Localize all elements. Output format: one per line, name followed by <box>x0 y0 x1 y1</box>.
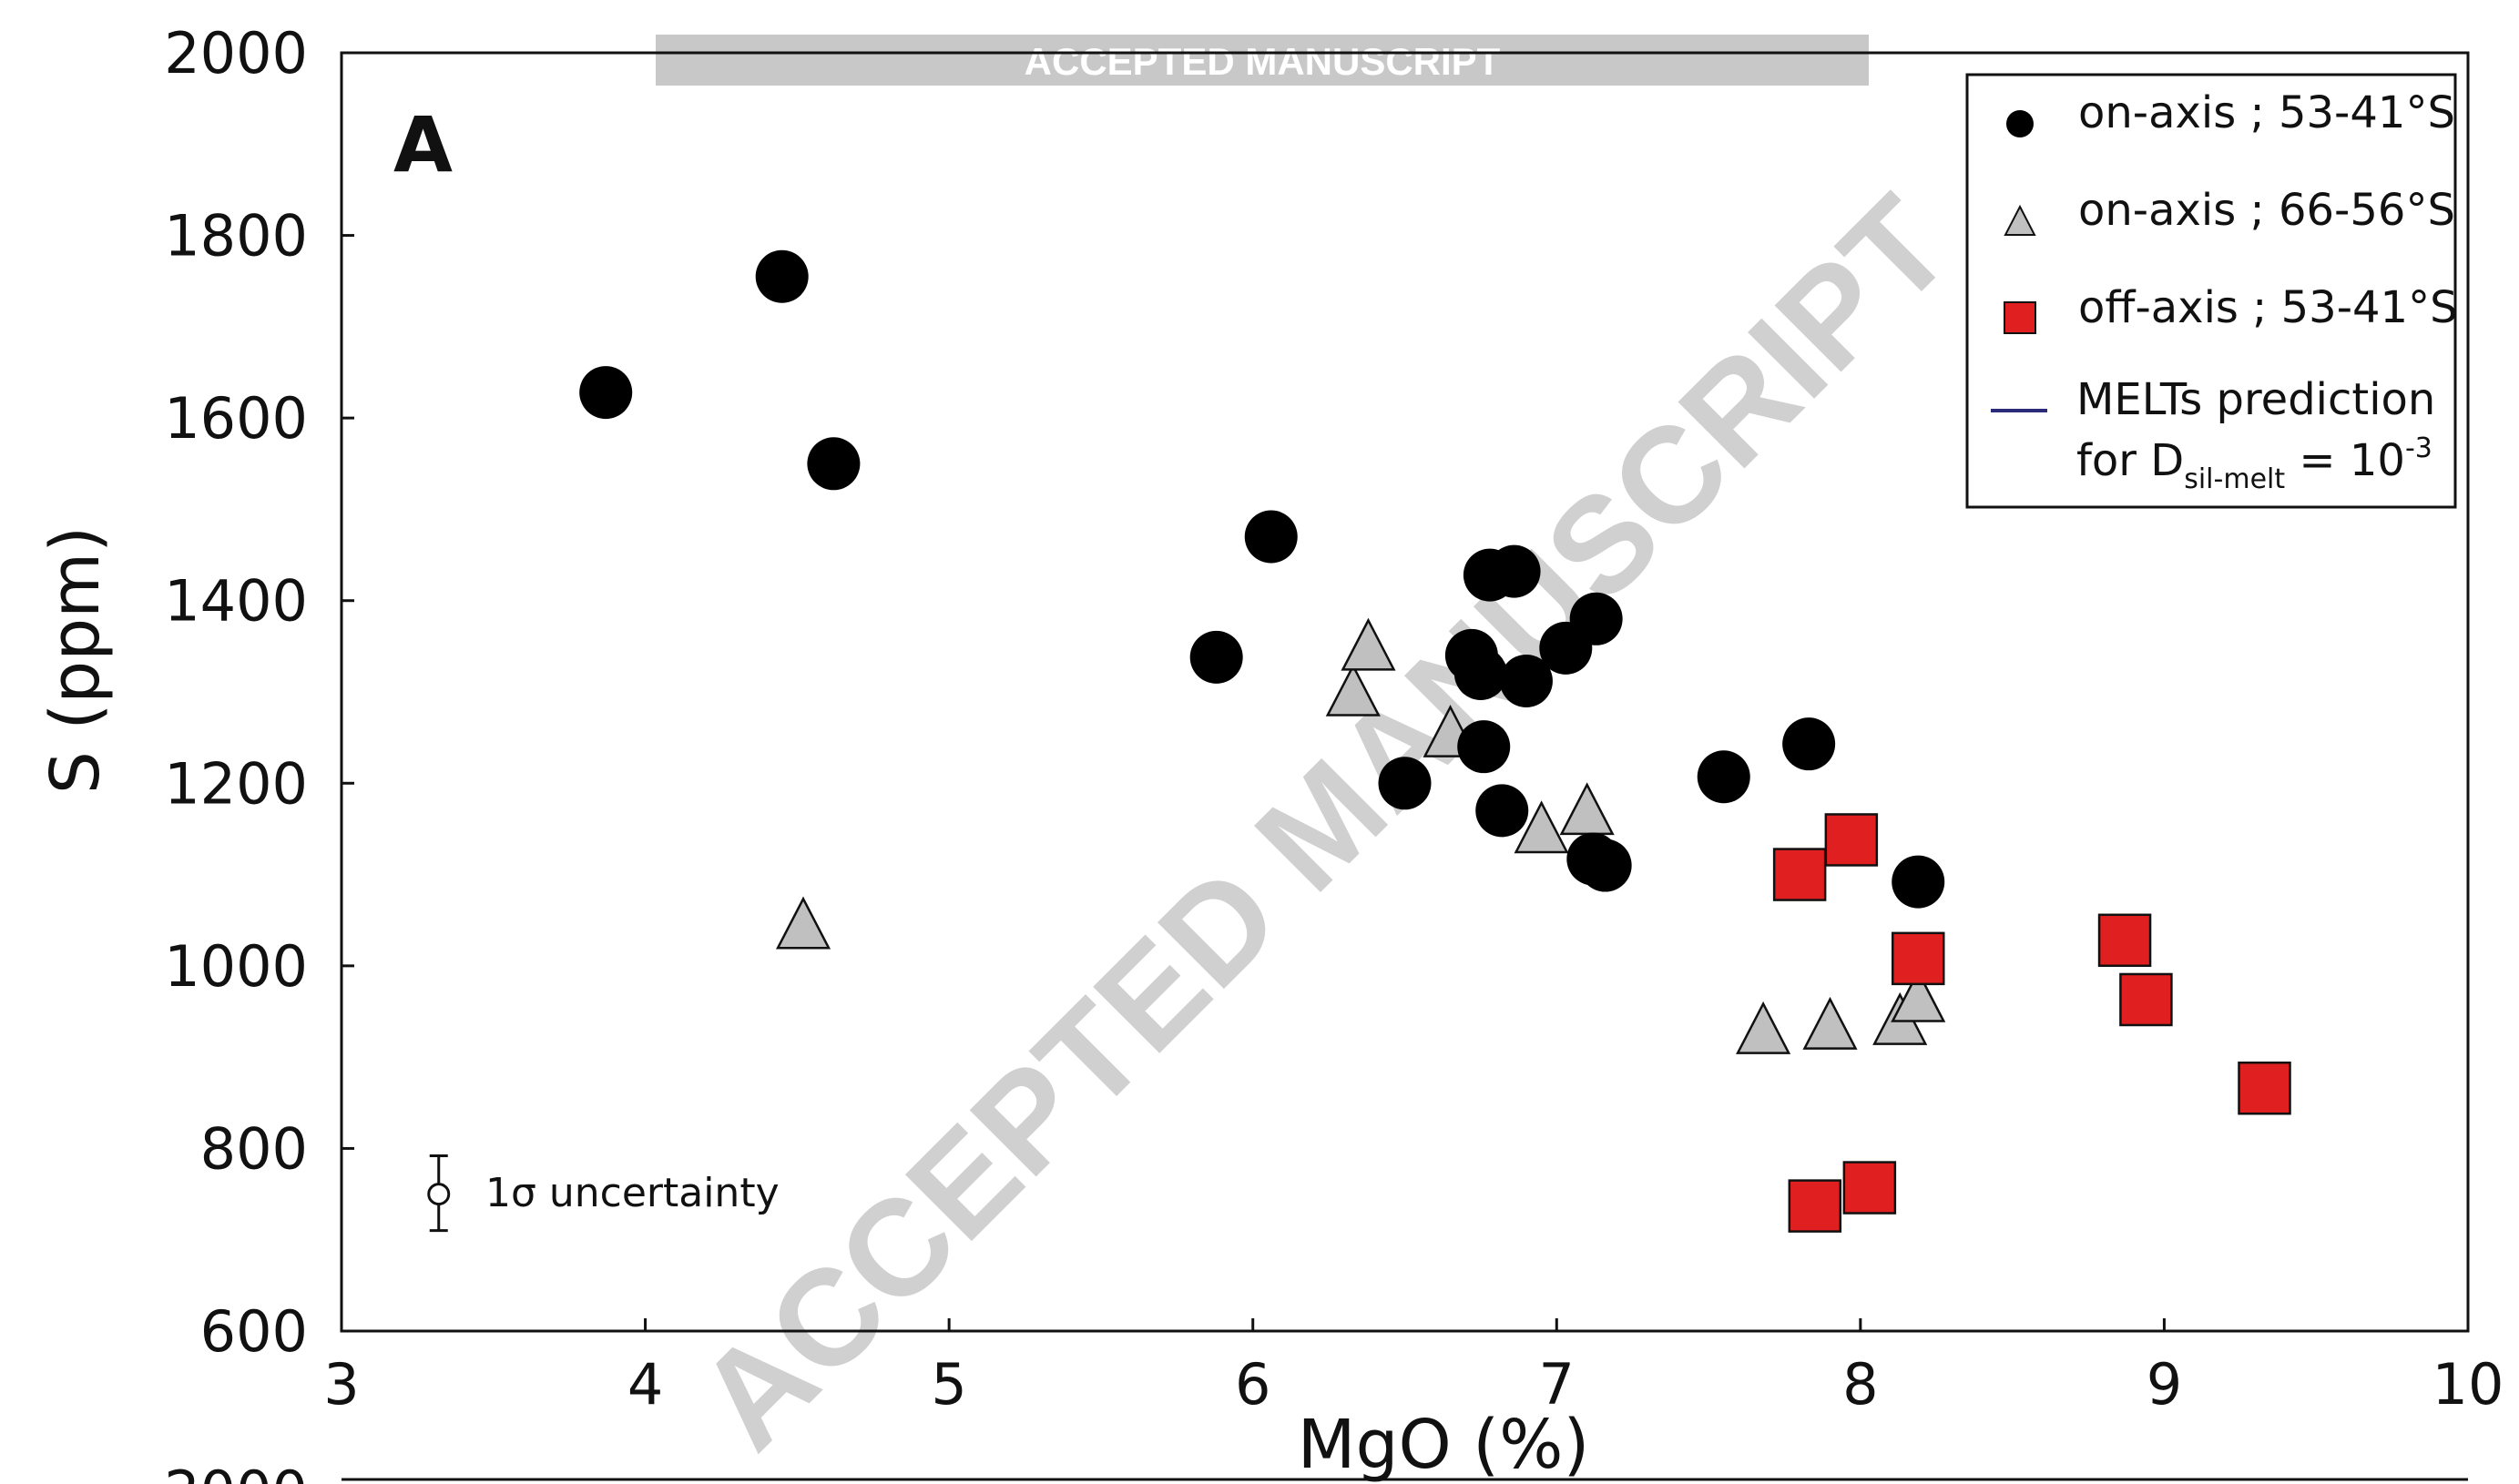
manuscript-banner-text: ACCEPTED MANUSCRIPT <box>1025 40 1501 83</box>
x-tick-label: 8 <box>1842 1351 1878 1418</box>
data-point-off-axis-53-41 <box>1842 1161 1897 1215</box>
data-point-off-axis-53-41 <box>1824 813 1879 867</box>
y-tick-label: 1000 <box>164 933 308 1000</box>
x-tick-label: 5 <box>931 1351 966 1418</box>
y-tick-label: 1200 <box>164 750 308 817</box>
data-point-on-axis-66-56 <box>775 896 831 950</box>
uncertainty-label: 1σ uncertainty <box>485 1170 780 1216</box>
data-point-on-axis-66-56 <box>1325 663 1381 717</box>
data-point-off-axis-53-41 <box>2097 913 2152 968</box>
y-tick-label: 600 <box>200 1298 308 1365</box>
data-point-on-axis-66-56 <box>1891 969 1946 1022</box>
uncertainty-center <box>427 1183 451 1206</box>
data-point-on-axis-53-41 <box>1487 544 1541 598</box>
data-point-off-axis-53-41 <box>1772 848 1827 901</box>
data-point-on-axis-53-41 <box>1457 720 1511 774</box>
legend-marker-square <box>2004 301 2036 334</box>
y-axis-title: S (ppm) <box>36 526 115 794</box>
y-tick-label: 1600 <box>164 385 308 452</box>
x-tick-label: 3 <box>323 1351 359 1418</box>
legend-label-on-axis-53-41: on-axis ; 53-41°S <box>2078 87 2455 138</box>
data-point-off-axis-53-41 <box>2119 972 2173 1027</box>
data-point-on-axis-66-56 <box>1802 996 1858 1050</box>
data-point-on-axis-53-41 <box>1453 646 1507 700</box>
data-point-on-axis-53-41 <box>755 249 809 303</box>
legend-label-on-axis-66-56: on-axis ; 66-56°S <box>2078 185 2455 236</box>
data-marks <box>579 249 2291 1233</box>
plot-frame <box>340 51 2470 1333</box>
legend-label-off-axis-53-41: off-axis ; 53-41°S <box>2078 282 2458 333</box>
x-tick-label: 6 <box>1235 1351 1270 1418</box>
data-point-off-axis-53-41 <box>2238 1061 2291 1115</box>
x-tick-label: 9 <box>2147 1351 2182 1418</box>
legend-marker-triangle <box>2004 204 2036 236</box>
legend-box <box>1965 73 2457 509</box>
data-point-off-axis-53-41 <box>1891 931 1945 986</box>
y-tick-label: 1800 <box>164 203 308 269</box>
bottom-partial-tick-label: 2000 <box>164 1459 308 1484</box>
y-tick-label: 800 <box>200 1115 308 1182</box>
data-point-on-axis-66-56 <box>1341 617 1396 671</box>
data-point-on-axis-66-56 <box>1514 800 1569 854</box>
x-tick-label: 7 <box>1539 1351 1575 1418</box>
legend-marker-circle <box>2006 110 2034 137</box>
uncertainty-bar <box>427 1154 451 1233</box>
watermark-text: ACCEPTED MANUSCRIPT <box>668 168 1979 1478</box>
x-axis-title: MgO (%) <box>1298 1406 1590 1484</box>
data-point-on-axis-53-41 <box>1892 855 1945 909</box>
data-point-on-axis-53-41 <box>1378 757 1432 810</box>
data-point-on-axis-53-41 <box>1475 784 1529 838</box>
data-point-on-axis-53-41 <box>1782 717 1836 771</box>
y-tick-label: 1400 <box>164 568 308 635</box>
manuscript-banner <box>656 35 1869 86</box>
x-tick-label: 4 <box>627 1351 663 1418</box>
data-point-on-axis-66-56 <box>1736 1001 1791 1054</box>
data-point-on-axis-53-41 <box>1578 839 1632 892</box>
data-point-on-axis-53-41 <box>579 366 633 420</box>
data-point-on-axis-53-41 <box>807 437 861 491</box>
data-point-on-axis-53-41 <box>1569 592 1623 645</box>
panel-label: A <box>393 100 453 189</box>
data-point-off-axis-53-41 <box>1788 1179 1842 1233</box>
data-point-on-axis-53-41 <box>1499 654 1553 707</box>
data-point-on-axis-53-41 <box>1189 630 1243 684</box>
legend-label-melts-line1: MELTs prediction <box>2076 374 2435 425</box>
legend-label-melts-line2: for Dsil-melt = 10-3 <box>2076 432 2432 495</box>
legend: on-axis ; 53-41°S on-axis ; 66-56°S off-… <box>1965 73 2458 509</box>
data-point-on-axis-53-41 <box>1244 510 1298 564</box>
data-point-on-axis-66-56 <box>1559 782 1615 836</box>
axis-ticks: 3 4 5 6 7 8 9 10 600 800 1000 1200 1400 1600 1800 2000 <box>164 20 2504 1418</box>
y-tick-label: 2000 <box>164 20 308 86</box>
data-point-on-axis-53-41 <box>1697 750 1750 804</box>
x-tick-label: 10 <box>2432 1351 2504 1418</box>
